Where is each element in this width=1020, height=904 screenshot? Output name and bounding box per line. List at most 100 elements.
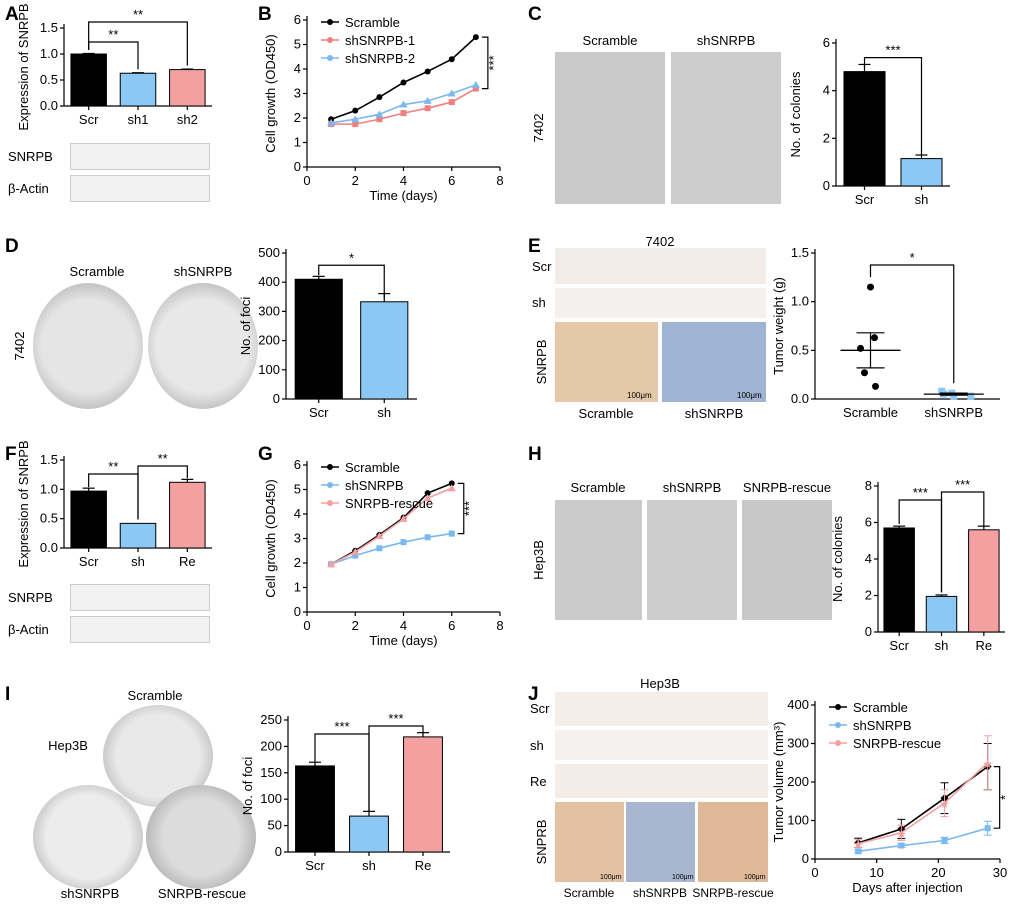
image-label-sh-D: shSNRPB <box>174 264 233 279</box>
sig-bracket-J <box>993 766 1001 829</box>
x-tick-label-B: 6 <box>448 173 455 188</box>
legend-marker-G-SNRPB-rescue <box>327 500 333 506</box>
tumor-row-re-J <box>555 764 768 798</box>
x-tick-label-C-Scr: Scr <box>855 192 875 207</box>
series-line-G-Scramble <box>330 482 453 565</box>
sig-label-I-1: *** <box>388 711 403 726</box>
data-point-G-SNRPB-rescue <box>375 532 384 540</box>
row-label-snrpb-E: SNRPB <box>534 340 549 385</box>
image-label-scramble-D: Scramble <box>70 264 125 279</box>
sig-bracket-I-1 <box>368 725 424 813</box>
tumor-row-sh-E <box>555 288 766 318</box>
legend-label-G-Scramble: Scramble <box>345 460 400 475</box>
data-point-B-shSNRPB-2 <box>375 110 384 118</box>
y-tick-label-I: 200 <box>260 738 282 753</box>
blot-actin-F <box>70 616 210 643</box>
y-tick-label-A: 1.0 <box>40 46 58 61</box>
x-tick-label-J: 0 <box>811 865 818 880</box>
bar-H-Re <box>968 529 1000 633</box>
image-label-re-I: SNRPB-rescue <box>158 886 246 901</box>
sig-label-H-0: *** <box>913 485 928 500</box>
data-point-B-shSNRPB-2 <box>327 118 336 126</box>
y-tick-label-E: 0.0 <box>791 391 809 406</box>
panel-letter-A: A <box>5 4 19 25</box>
data-point-G-shSNRPB <box>448 530 455 537</box>
series-line-J-Scramble <box>857 765 989 844</box>
x-tick-label-A-sh2: sh2 <box>177 112 198 127</box>
image-label-scramble-I: Scramble <box>128 688 183 703</box>
sig-bracket-A-1 <box>88 21 188 66</box>
scale-bar-label-2-J: 100μm <box>672 874 694 881</box>
cell-line-label-H: Hep3B <box>531 540 546 580</box>
y-tick-label-H: 4 <box>865 551 872 566</box>
x-tick-label-B: 8 <box>496 173 503 188</box>
tumor-row-scr-E <box>555 248 766 284</box>
y-axis-label-B: Cell growth (OD450) <box>263 34 278 153</box>
blot-snrpb-F <box>70 584 210 611</box>
sig-bracket-E <box>869 264 955 384</box>
y-axis-label-E: Tumor weight (g) <box>771 277 786 375</box>
data-point-G-SNRPB-rescue <box>447 484 456 492</box>
bar-I-Re <box>403 736 443 853</box>
y-tick-label-I: 0 <box>275 844 282 859</box>
x-tick-label-J: 10 <box>869 865 883 880</box>
y-tick-label-J: 200 <box>787 774 809 789</box>
x-tick-label-H-Scr: Scr <box>889 638 909 653</box>
y-tick-label-F: 1.0 <box>40 481 58 496</box>
y-tick-label-E: 1.0 <box>791 294 809 309</box>
y-tick-label-F: 1.5 <box>40 452 58 467</box>
data-point-B-Scramble <box>376 94 383 101</box>
sig-bracket-D-0 <box>318 264 385 298</box>
sig-label-C-0: *** <box>885 43 900 58</box>
panel-letter-C: C <box>528 4 542 25</box>
bar-C-Scr <box>843 71 886 187</box>
tumor-row-scr-J <box>555 692 768 726</box>
sig-bracket-F-1 <box>137 465 188 520</box>
data-point-G-shSNRPB <box>424 534 431 541</box>
ihc-label-scramble-J: Scramble <box>564 886 615 900</box>
data-point-E-Scramble <box>867 283 874 291</box>
legend-marker-B-Scramble <box>327 19 333 25</box>
data-point-B-shSNRPB-2 <box>447 89 456 97</box>
y-tick-label-A: 1.5 <box>40 20 58 35</box>
y-tick-label-F: 0.0 <box>40 540 58 555</box>
blot-label-actin-A: β-Actin <box>8 181 49 196</box>
x-tick-label-H-Re: Re <box>976 638 993 653</box>
y-tick-label-B: 4 <box>294 61 301 76</box>
ihc-label-rescue-J: SNRPB-rescue <box>692 886 774 900</box>
sig-label-A-1: ** <box>133 7 143 22</box>
data-point-B-Scramble <box>400 79 407 86</box>
x-tick-label-B: 4 <box>400 173 407 188</box>
legend-marker-J-SNRPB-rescue <box>835 740 841 746</box>
y-axis-label-F: Expression of SNRPB <box>16 440 31 567</box>
data-point-B-shSNRPB-2 <box>471 80 480 88</box>
y-tick-label-C: 0 <box>823 178 830 193</box>
y-tick-label-D: 300 <box>258 303 280 318</box>
data-point-G-Scramble <box>424 490 431 497</box>
data-point-B-shSNRPB-2 <box>351 115 360 123</box>
colony-image-re-H <box>742 500 832 620</box>
row-label-sh-J: sh <box>530 738 544 753</box>
bar-F-Re <box>169 481 206 549</box>
sig-label-F-0: ** <box>108 459 118 474</box>
colony-image-sh-H <box>647 500 737 620</box>
y-axis-label-C: No. of colonies <box>788 71 803 157</box>
data-point-E-shSNRPB <box>967 392 975 400</box>
row-label-scr-J: Scr <box>530 701 550 716</box>
legend-label-G-shSNRPB: shSNRPB <box>345 478 404 493</box>
blot-label-snrpb-A: SNRPB <box>8 149 53 164</box>
y-axis-label-D: No. of foci <box>238 297 253 356</box>
data-point-G-SNRPB-rescue <box>351 547 360 555</box>
legend-marker-J-shSNRPB <box>835 722 841 728</box>
data-point-J-shSNRPB <box>984 825 991 832</box>
ihc-sh-E <box>662 322 766 402</box>
bar-D-Scr <box>294 278 343 400</box>
image-label-sh-C: shSNRPB <box>697 33 756 48</box>
data-point-B-Scramble <box>448 56 455 63</box>
y-tick-label-B: 5 <box>294 37 301 52</box>
y-tick-label-H: 2 <box>865 588 872 603</box>
y-tick-label-J: 400 <box>787 697 809 712</box>
x-tick-label-F-Scr: Scr <box>79 554 99 569</box>
sig-label-F-1: ** <box>158 451 168 466</box>
x-tick-label-H-sh: sh <box>935 638 949 653</box>
